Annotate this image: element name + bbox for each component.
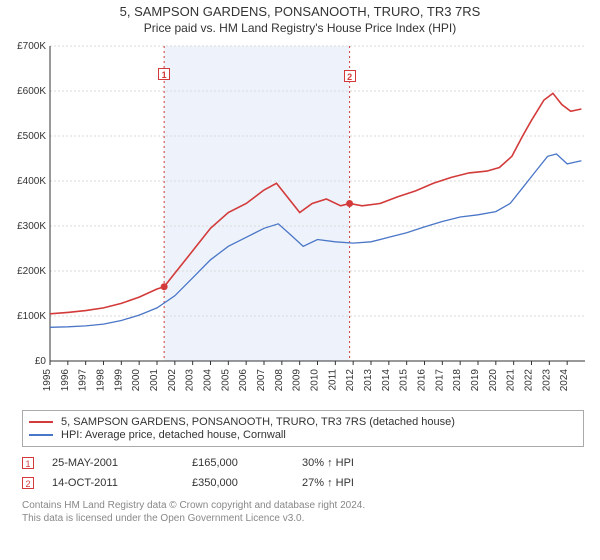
svg-text:2001: 2001 [149, 369, 160, 392]
svg-text:2023: 2023 [541, 369, 552, 392]
legend-item: 5, SAMPSON GARDENS, PONSANOOTH, TRURO, T… [29, 416, 577, 428]
svg-text:£0: £0 [35, 356, 47, 367]
sales-table: 1 25-MAY-2001£165,00030% ↑ HPI 2 14-OCT-201… [22, 453, 570, 493]
footer: Contains HM Land Registry data © Crown c… [22, 499, 570, 525]
footer-line: Contains HM Land Registry data © Crown c… [22, 499, 570, 512]
svg-text:2003: 2003 [185, 369, 196, 392]
legend: 5, SAMPSON GARDENS, PONSANOOTH, TRURO, T… [22, 410, 584, 447]
svg-text:£100K: £100K [17, 311, 46, 322]
sale-diff: 30% ↑ HPI [302, 457, 422, 469]
svg-text:2000: 2000 [131, 369, 142, 392]
svg-text:£400K: £400K [17, 176, 46, 187]
svg-text:2007: 2007 [256, 369, 267, 392]
page-title: 5, SAMPSON GARDENS, PONSANOOTH, TRURO, T… [0, 4, 600, 19]
legend-swatch [29, 434, 53, 436]
sale-price: £350,000 [192, 477, 302, 489]
svg-text:1997: 1997 [78, 369, 89, 392]
svg-text:2016: 2016 [417, 369, 428, 392]
svg-text:2017: 2017 [434, 369, 445, 392]
svg-text:2005: 2005 [220, 369, 231, 392]
svg-text:2021: 2021 [506, 369, 517, 392]
svg-text:1995: 1995 [42, 369, 53, 392]
sale-row: 1 25-MAY-2001£165,00030% ↑ HPI [22, 453, 570, 473]
sale-index-badge: 1 [22, 457, 34, 469]
svg-text:2013: 2013 [363, 369, 374, 392]
sale-marker: 2 [344, 70, 356, 82]
svg-text:1999: 1999 [113, 369, 124, 392]
price-chart: £0 £100K £200K £300K £400K £500K £600K £700K 199… [10, 41, 590, 406]
svg-text:£700K: £700K [17, 41, 46, 52]
sale-row: 2 14-OCT-2011£350,00027% ↑ HPI [22, 473, 570, 493]
sale-index-badge: 2 [22, 477, 34, 489]
footer-line: This data is licensed under the Open Gov… [22, 512, 570, 525]
svg-text:£300K: £300K [17, 221, 46, 232]
svg-text:2002: 2002 [167, 369, 178, 392]
svg-text:£600K: £600K [17, 86, 46, 97]
svg-text:2020: 2020 [488, 369, 499, 392]
svg-text:2018: 2018 [452, 369, 463, 392]
svg-text:2011: 2011 [327, 369, 338, 391]
sale-date: 14-OCT-2011 [52, 477, 192, 489]
legend-swatch [29, 421, 53, 423]
svg-text:2006: 2006 [238, 369, 249, 392]
svg-text:2008: 2008 [274, 369, 285, 392]
page-subtitle: Price paid vs. HM Land Registry's House … [0, 21, 600, 35]
sale-diff: 27% ↑ HPI [302, 477, 422, 489]
legend-label: 5, SAMPSON GARDENS, PONSANOOTH, TRURO, T… [61, 416, 455, 428]
legend-label: HPI: Average price, detached house, Corn… [61, 429, 286, 441]
svg-text:2004: 2004 [203, 369, 214, 392]
svg-text:£500K: £500K [17, 131, 46, 142]
svg-text:2012: 2012 [345, 369, 356, 392]
svg-text:2014: 2014 [381, 369, 392, 392]
svg-text:2015: 2015 [399, 369, 410, 392]
svg-text:£200K: £200K [17, 266, 46, 277]
svg-text:2010: 2010 [310, 369, 321, 392]
legend-item: HPI: Average price, detached house, Corn… [29, 429, 577, 441]
svg-text:2009: 2009 [292, 369, 303, 392]
svg-text:2019: 2019 [470, 369, 481, 392]
svg-text:1996: 1996 [60, 369, 71, 392]
svg-text:2024: 2024 [559, 369, 570, 392]
svg-text:1998: 1998 [96, 369, 107, 392]
sale-marker: 1 [158, 68, 170, 80]
sale-date: 25-MAY-2001 [52, 457, 192, 469]
sale-price: £165,000 [192, 457, 302, 469]
svg-text:2022: 2022 [524, 369, 535, 392]
